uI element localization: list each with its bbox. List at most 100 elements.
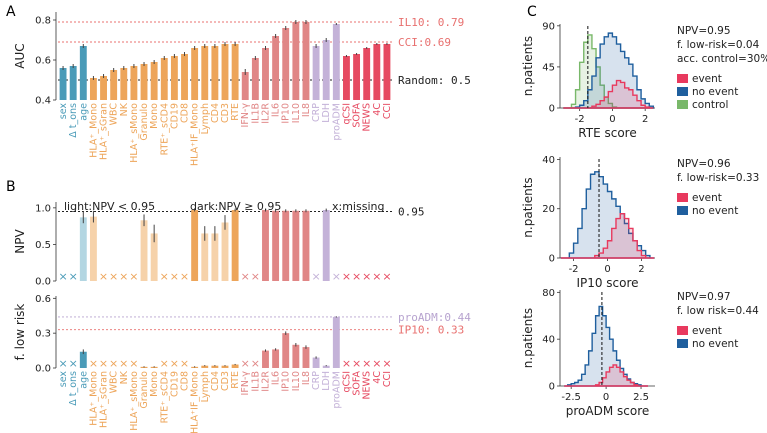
panel-label-b: B xyxy=(6,179,16,195)
panel-c1-legend-swatch xyxy=(677,74,688,83)
panel-a-chart: 0.4 0.6 0.8 AUC IL10: 0.79 CCI:0.69 Random: 0.… xyxy=(13,12,471,107)
panel-a-feature-label: IP10 xyxy=(281,103,292,124)
panel-a-feature-label: IL1B xyxy=(250,103,261,124)
panel-b-npv-bar xyxy=(79,217,87,281)
panel-b-lowrisk-bar xyxy=(282,333,290,368)
panel-b-npv-bar xyxy=(302,210,310,281)
panel-c-rte-histogram: 0 45 90 -2 0 2 RTE score n.patients NPV=0.95 f. l… xyxy=(521,21,767,140)
panel-b-lowrisk-bar xyxy=(231,364,239,368)
panel-b-lowrisk-y-tick-label: 0.6 xyxy=(35,294,51,305)
panel-b-lowrisk-bar xyxy=(201,365,209,368)
panel-b-feature-label: Mono xyxy=(149,371,160,397)
panel-a-y-axis-label: AUC xyxy=(13,43,27,68)
panel-b-npv-bar xyxy=(322,210,330,281)
panel-a-feature-label: NEWS xyxy=(362,103,373,132)
panel-b-feature-label: IL1B xyxy=(250,371,261,392)
panel-b-lowrisk-missing-marker: × xyxy=(129,357,138,370)
panel-b-feature-label: CCI xyxy=(382,371,393,387)
panel-b-npv-bar xyxy=(191,210,199,281)
panel-b-lowrisk-missing-marker: × xyxy=(342,357,351,370)
panel-a-feature-label: Mono xyxy=(149,103,160,129)
legend-missing-text: x:missing xyxy=(332,200,384,213)
panel-a-feature-label: IL10 xyxy=(291,103,302,123)
panel-b-lowrisk-missing-marker: × xyxy=(251,357,260,370)
panel-b-lowrisk-bar xyxy=(262,350,269,368)
panel-c1-legend-label: event xyxy=(692,73,722,85)
panel-a-feature-label: 4C xyxy=(372,103,383,116)
panel-c1-stat-text: acc. control=30% xyxy=(677,53,767,65)
panel-a-feature-label: CCI xyxy=(382,103,393,119)
panel-c2-series-no-event xyxy=(560,171,655,259)
panel-b-npv-missing-marker: × xyxy=(170,270,179,283)
panel-a-bar xyxy=(69,66,77,100)
panel-a-feature-label: HLA⁺_sMono xyxy=(129,103,140,163)
panel-a-reference-label: IL10: 0.79 xyxy=(398,16,464,29)
panel-b-feature-label: sex xyxy=(58,371,69,388)
panel-a-feature-label: IFN-γ xyxy=(240,103,251,128)
panel-b-feature-label: 4C xyxy=(372,371,383,384)
panel-a-bar xyxy=(292,22,300,100)
panel-a-bar xyxy=(322,40,330,100)
panel-c3-legend-swatch xyxy=(677,339,688,348)
panel-a-feature-label: CD4 xyxy=(210,103,221,123)
panel-a-feature-label: age xyxy=(78,103,89,121)
panel-c3-x-tick-label: 2.5 xyxy=(633,392,649,403)
panel-a-feature-label: CD19 xyxy=(169,103,180,129)
panel-a-y-tick-label: 0.4 xyxy=(35,96,51,107)
panel-b-npv-bar xyxy=(140,220,148,281)
panel-b-lowrisk-bar xyxy=(292,344,300,368)
panel-a-bar xyxy=(140,64,148,100)
panel-b-lowrisk-missing-marker: × xyxy=(241,357,250,370)
panel-c2-y-tick-label: 0 xyxy=(549,254,555,265)
panel-c2-y-axis-label: n.patients xyxy=(521,177,535,237)
panel-a-feature-label: LDH xyxy=(321,103,332,123)
panel-c3-legend-label: event xyxy=(692,325,722,337)
panel-b-lowrisk-bar xyxy=(140,366,148,368)
panel-b-npv-missing-marker: × xyxy=(311,270,320,283)
panel-b-feature-label: IL8 xyxy=(301,371,312,385)
panel-a-feature-label: RTE xyxy=(230,103,241,121)
panel-b-npv-y-tick-label: 0.5 xyxy=(35,240,51,251)
panel-b-feature-label: CD19 xyxy=(169,371,180,397)
panel-c1-x-axis-label: RTE score xyxy=(578,126,636,140)
panel-a-bar xyxy=(332,24,340,100)
panel-b-feature-label: Granulo xyxy=(139,371,150,409)
panel-b-feature-label: SOFA xyxy=(352,371,363,396)
panel-b-feature-label: RTE xyxy=(230,371,241,389)
panel-b-feature-label: RTE⁺_sCD4 xyxy=(159,371,170,423)
panel-a-bar xyxy=(160,58,168,100)
panel-b-feature-label: LDH xyxy=(321,371,332,391)
panel-c2-y-tick-label: 40 xyxy=(542,155,555,166)
panel-c1-stat-text: NPV=0.95 xyxy=(677,25,731,37)
panel-a-feature-label: IL8 xyxy=(301,103,312,117)
panel-b-lowrisk-missing-marker: × xyxy=(382,357,391,370)
panel-a-y-tick-label: 0.8 xyxy=(35,16,51,27)
panel-a-bar xyxy=(251,58,259,100)
panel-b-npv-missing-marker: × xyxy=(342,270,351,283)
panel-b-npv-bar xyxy=(292,210,300,281)
panel-b-npv-bar xyxy=(262,210,269,281)
panel-c2-y-tick-label: 20 xyxy=(542,204,555,215)
panel-b-feature-label: IFN-γ xyxy=(240,371,251,396)
panel-a-bar xyxy=(272,36,280,100)
panel-b-lowrisk-bar xyxy=(272,349,280,368)
panel-a-bar xyxy=(211,46,219,100)
panel-b-npv-missing-marker: × xyxy=(58,270,67,283)
panel-b-lowrisk-missing-marker: × xyxy=(99,357,108,370)
panel-b-lowrisk-missing-marker: × xyxy=(170,357,179,370)
panel-c3-series-event xyxy=(564,364,649,387)
panel-c1-y-tick-label: 0 xyxy=(549,104,555,115)
panel-a-bar xyxy=(130,66,138,100)
panel-c3-stat-text: f. low risk=0.44 xyxy=(677,305,759,317)
panel-b-lowrisk-missing-marker: × xyxy=(362,357,371,370)
panel-b-lowrisk-bar xyxy=(312,357,320,368)
panel-b-lowrisk-missing-marker: × xyxy=(372,357,381,370)
panel-a-feature-label: IL6 xyxy=(271,103,282,117)
panel-b-npv-missing-marker: × xyxy=(362,270,371,283)
legend-dark-text: dark:NPV ≥ 0.95 xyxy=(190,200,281,213)
panel-a-bar xyxy=(343,56,350,100)
panel-b-npv-missing-marker: × xyxy=(382,270,391,283)
